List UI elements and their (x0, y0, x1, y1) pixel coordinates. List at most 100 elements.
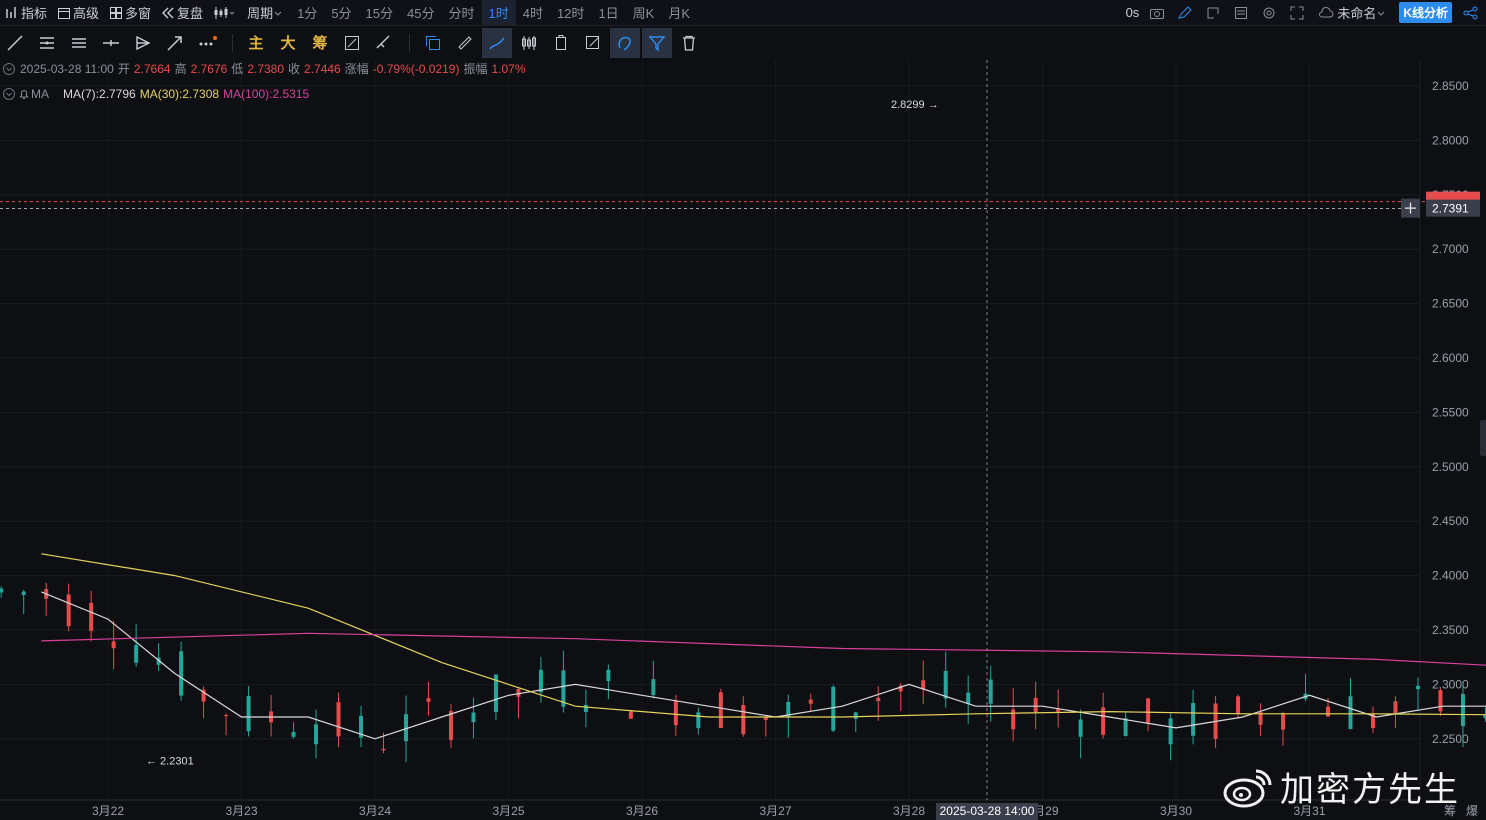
separator (409, 33, 410, 52)
x-tick-label: 3月28 (893, 804, 925, 818)
candle (1146, 697, 1151, 732)
magnet-tool[interactable] (610, 27, 640, 58)
image-button[interactable] (1228, 0, 1256, 25)
top-toolbar: 指标 高级 多窗 复盘 周期 1分 5分 15分 45分 分时 1时 4时 12… (0, 0, 1486, 26)
projection-tool[interactable] (128, 28, 158, 58)
multi-window-button[interactable]: 多窗 (104, 0, 156, 25)
horizontal-line-tool[interactable] (96, 28, 126, 58)
parallel-lines-tool[interactable] (32, 28, 62, 58)
period-dropdown[interactable]: 周期 (242, 0, 290, 25)
candle (673, 695, 678, 736)
candle (224, 713, 229, 736)
chip-tool[interactable]: 筹 (312, 35, 328, 52)
period-1m[interactable]: 1分 (297, 6, 318, 21)
camera-button[interactable] (1144, 0, 1172, 25)
current-price-badge (1426, 191, 1480, 201)
weibo-logo-icon (1223, 769, 1272, 807)
bell-icon[interactable] (18, 88, 30, 100)
current-price-value: 2.7391 (1432, 202, 1469, 216)
y-tick-label: 2.3500 (1432, 623, 1469, 637)
period-timeshare[interactable]: 分时 (448, 6, 475, 21)
period-45m[interactable]: 45分 (407, 6, 435, 21)
candle (314, 709, 319, 759)
advanced-button[interactable]: 高级 (52, 0, 104, 25)
pen-button[interactable] (1172, 0, 1200, 25)
replay-button[interactable]: 复盘 (156, 0, 208, 25)
magnet-draw-tool[interactable] (482, 27, 512, 58)
close-label: 收 (288, 61, 301, 76)
delete-tool[interactable] (674, 28, 704, 58)
main-indicator-tool[interactable]: 主 (248, 35, 264, 52)
candle-body (1191, 702, 1196, 736)
channel-tool[interactable] (64, 28, 94, 58)
candle-body (831, 686, 836, 731)
more-tools[interactable] (192, 28, 222, 58)
candle-body (943, 670, 948, 699)
x-tick-label: 3月24 (359, 804, 391, 818)
period-15m[interactable]: 15分 (365, 6, 394, 21)
edit-tool[interactable] (578, 28, 608, 58)
y-tick-label: 2.8000 (1432, 133, 1469, 147)
period-1d[interactable]: 1日 (598, 6, 619, 21)
candle-body (201, 689, 206, 702)
candle (831, 685, 836, 733)
horizontal-line-icon (103, 39, 119, 46)
panel-resize-handle[interactable] (1480, 420, 1486, 456)
candles-tool[interactable] (514, 28, 544, 58)
ma7-line (41, 591, 1486, 740)
candle-body (179, 651, 184, 696)
high-label: 高 (174, 61, 187, 76)
plus-icon (1405, 202, 1416, 214)
kline-analysis-button[interactable]: K线分析 (1399, 2, 1452, 23)
price-chart[interactable]: 2.85002.80002.75002.70002.65002.60002.55… (0, 60, 1486, 820)
rewind-icon (162, 7, 174, 18)
y-tick-label: 2.5500 (1432, 405, 1469, 419)
clipboard-tool[interactable] (546, 28, 576, 58)
expand-button[interactable] (1284, 0, 1312, 25)
toolbar-right: 0s 未命名 K线分析 (1121, 0, 1486, 25)
multi-window-label: 多窗 (125, 6, 152, 21)
candle (66, 583, 71, 632)
candle-body (628, 711, 633, 719)
candle (1191, 689, 1196, 745)
filter-tool[interactable] (642, 27, 672, 58)
candle (1415, 677, 1420, 710)
chart-type-dropdown[interactable] (208, 0, 242, 25)
grid-icon (110, 6, 123, 19)
arrow-tool[interactable] (160, 28, 190, 58)
share-icon (1463, 6, 1478, 19)
candle (876, 685, 881, 721)
candle-body (606, 669, 611, 682)
period-12h[interactable]: 12时 (556, 6, 585, 21)
candle (1281, 711, 1286, 746)
y-tick-label: 2.8500 (1432, 79, 1469, 93)
candle-body (1101, 707, 1106, 735)
period-week[interactable]: 周K (632, 6, 655, 21)
fullscreen-window-button[interactable] (1200, 0, 1228, 25)
copy-tool[interactable] (418, 28, 448, 58)
period-4h[interactable]: 4时 (522, 6, 543, 21)
candle-body (1123, 718, 1128, 737)
crosshair-time-label: 2025-03-28 14:00 (940, 804, 1035, 818)
collapse-icon[interactable] (2, 87, 16, 101)
layout-dropdown[interactable]: 未命名 (1312, 0, 1393, 25)
indicators-button[interactable]: 指标 (0, 0, 52, 25)
candle (1393, 696, 1398, 728)
compare-tool[interactable] (337, 28, 367, 58)
measure-icon (376, 35, 390, 48)
measure-tool[interactable] (369, 28, 399, 58)
collapse-icon[interactable] (2, 62, 16, 76)
candle-body (516, 688, 521, 697)
period-month[interactable]: 月K (668, 6, 691, 21)
candle-body (471, 712, 476, 723)
period-1h[interactable]: 1时 (481, 0, 516, 25)
compare-icon (345, 35, 359, 50)
period-5m[interactable]: 5分 (331, 6, 352, 21)
candle-body (0, 588, 4, 593)
ruler-tool[interactable] (450, 28, 480, 58)
trendline-tool[interactable] (0, 28, 30, 58)
candle (921, 660, 926, 704)
share-button[interactable] (1458, 0, 1486, 25)
settings-button[interactable] (1256, 0, 1284, 25)
big-order-tool[interactable]: 大 (280, 35, 296, 52)
